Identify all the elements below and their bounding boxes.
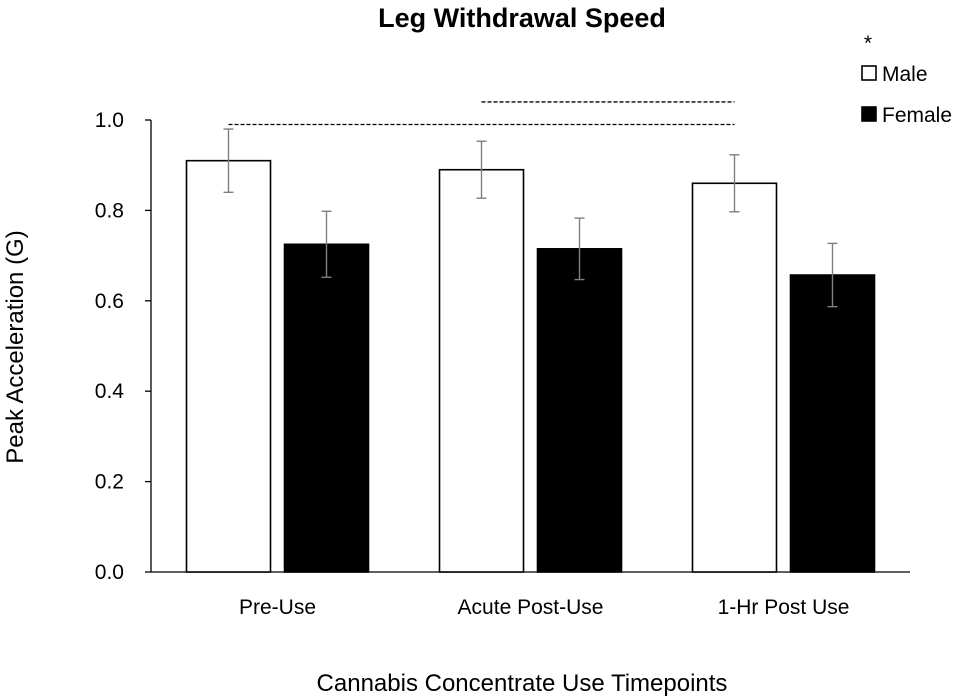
error-bar-male-1 (476, 140, 487, 199)
legend-label-female: Female (882, 104, 952, 127)
bar-male-2 (691, 182, 778, 573)
legend-swatch-male (861, 65, 877, 81)
plot-area: 0.0 0.2 0.4 0.6 0.8 1.0 Pre-Use Acute Post-Use 1… (95, 101, 910, 619)
error-bar-female-1 (574, 217, 585, 281)
x-tick-label-0: Pre-Use (239, 596, 316, 619)
bar-male-1 (438, 168, 525, 573)
bar-female-1 (536, 248, 623, 573)
y-tick-label-4: 0.8 (95, 199, 124, 222)
legend-swatch-female (861, 106, 877, 122)
y-tick-label-3: 0.6 (95, 290, 124, 313)
bar-male-0 (185, 159, 272, 573)
y-tick-label-1: 0.2 (95, 471, 124, 494)
legend: * Male Female (861, 32, 952, 127)
y-tick-label-5: 1.0 (95, 109, 124, 132)
chart-title: Leg Withdrawal Speed (378, 3, 666, 33)
x-tick-label-2: 1-Hr Post Use (718, 596, 850, 619)
error-bar-female-0 (321, 210, 332, 278)
y-tick-label-2: 0.4 (95, 380, 125, 403)
error-bar-female-2 (827, 242, 838, 308)
x-tick-label-1: Acute Post-Use (458, 596, 604, 619)
bar-female-2 (789, 274, 876, 573)
x-axis-label: Cannabis Concentrate Use Timepoints (317, 670, 728, 697)
significance-star: * (864, 32, 872, 55)
bar-female-0 (283, 243, 370, 573)
y-axis-label: Peak Acceleration (G) (2, 230, 29, 463)
y-tick-label-0: 0.0 (95, 561, 124, 584)
error-bar-male-0 (223, 128, 234, 194)
error-bar-male-2 (729, 154, 740, 213)
legend-label-male: Male (882, 63, 928, 86)
